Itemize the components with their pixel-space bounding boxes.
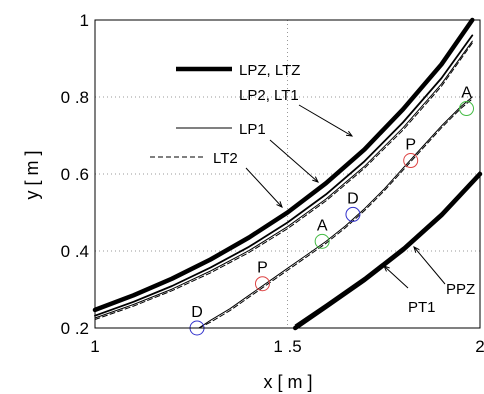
x-tick-label: 1: [90, 337, 99, 356]
y-tick-label: 1: [80, 11, 89, 30]
marker-label-a: A: [461, 85, 472, 102]
marker-label-p: P: [257, 260, 268, 277]
marker-circle-p: [254, 276, 270, 292]
arrow-head: [383, 265, 390, 272]
marker-label-a: A: [317, 217, 328, 234]
marker-circle-a: [459, 101, 475, 117]
x-tick-label: 2: [475, 337, 484, 356]
tick-layer: 1 1 .5 2 0 .2 0 .4 0 .6 0 .8 1: [61, 11, 484, 356]
series-line-pt1: [294, 170, 481, 326]
marker-label-d: D: [191, 304, 203, 321]
arrow-head: [345, 130, 354, 137]
legend-label: LT2: [213, 150, 238, 167]
annotation-label: PT1: [408, 299, 436, 316]
series-line-lt2: [94, 42, 473, 320]
x-axis-label: x [ m ]: [264, 372, 313, 392]
arrow-head: [413, 246, 420, 253]
series-line-d-a-path: [198, 96, 473, 329]
annotation-leader: [413, 246, 446, 285]
series-line-lp2-lt1: [94, 34, 474, 317]
y-tick-label: 0 .2: [61, 319, 89, 338]
y-tick-label: 0 .8: [61, 88, 89, 107]
annotation-label: PPZ: [446, 281, 475, 298]
arrow-head: [276, 201, 283, 208]
annotation-leader: [245, 167, 283, 208]
y-axis-label: y [ m ]: [22, 151, 42, 200]
arrow-head: [312, 176, 319, 183]
series-line-ppz: [292, 171, 483, 331]
marker-circle-a: [314, 233, 330, 249]
annotation-layer: PPZ PT1: [245, 104, 475, 316]
y-tick-label: 0 .4: [61, 242, 89, 261]
marker-circle-d: [345, 206, 361, 222]
series-layer: [92, 17, 483, 331]
annotation-leader: [269, 139, 319, 183]
annotation-leader: [383, 265, 409, 289]
series-line-lp1: [94, 40, 473, 319]
y-tick-label: 0 .6: [61, 165, 89, 184]
annotation-leader: [298, 104, 353, 137]
series-line-lpz-ltz: [92, 17, 475, 313]
marker-circle-p: [403, 153, 419, 169]
legend-label: LP2, LT1: [239, 87, 299, 104]
marker-label-d: D: [347, 190, 359, 207]
marker-label-p: P: [405, 137, 416, 154]
legend-label: LPZ, LTZ: [239, 62, 300, 79]
plot-frame: [94, 19, 481, 329]
x-tick-label: 1 .5: [273, 337, 301, 356]
marker-layer: D P A D P A: [189, 85, 475, 336]
legend-label: LP1: [239, 121, 266, 138]
series-line-d-a-path-dashed: [198, 98, 473, 329]
